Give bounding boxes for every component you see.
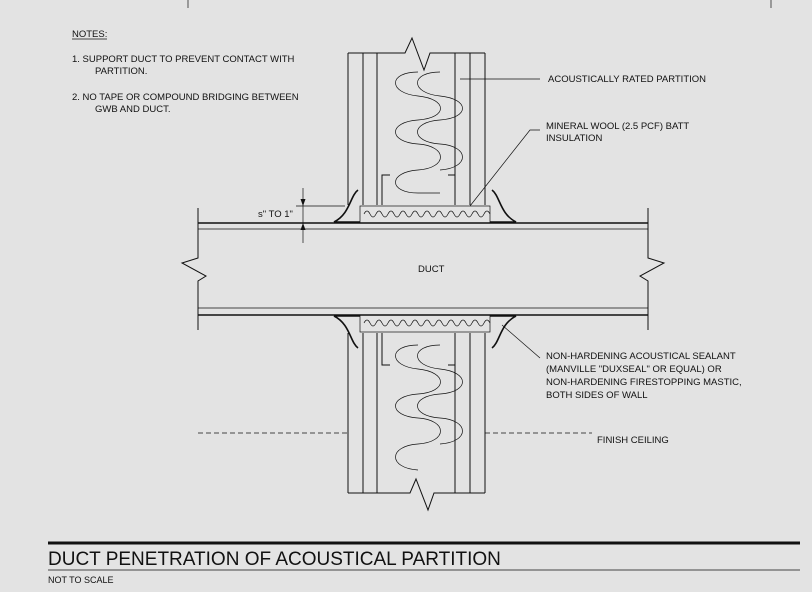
leader-insulation [469, 129, 540, 207]
stud-channel-upper [381, 174, 456, 205]
callout-insulation-line-1: MINERAL WOOL (2.5 PCF) BATT [546, 121, 689, 132]
duct-insulation-bottom [359, 314, 491, 333]
callout-partition: ACOUSTICALLY RATED PARTITION [548, 74, 706, 85]
gap-dimension: s" TO 1" [258, 188, 345, 243]
callout-sealant-line-1: NON-HARDENING ACOUSTICAL SEALANT [546, 351, 736, 362]
note-2-line-1: 2. NO TAPE OR COMPOUND BRIDGING BETWEEN [72, 92, 299, 103]
break-line-bottom [348, 477, 485, 512]
sealant-beads [333, 189, 517, 349]
duct-label: DUCT [418, 264, 445, 275]
notes-block: NOTES: 1. SUPPORT DUCT TO PREVENT CONTAC… [72, 29, 299, 115]
batt-insulation-upper [395, 71, 441, 194]
stud-channel-lower [381, 333, 456, 366]
batt-insulation-lower [395, 344, 441, 471]
callout-sealant-line-3: NON-HARDENING FIRESTOPPING MASTIC, [546, 377, 742, 388]
duct-break-right [639, 208, 666, 330]
duct-insulation-top [359, 205, 491, 224]
duct-break-left [180, 208, 207, 330]
note-2-line-2: GWB AND DUCT. [95, 104, 170, 115]
callout-sealant-line-2: (MANVILLE "DUXSEAL" OR EQUAL) OR [546, 364, 722, 375]
note-1-line-1: 1. SUPPORT DUCT TO PREVENT CONTACT WITH [72, 54, 295, 65]
partition-lower [347, 333, 486, 512]
gap-dimension-label: s" TO 1" [258, 209, 293, 220]
callout-insulation-line-2: INSULATION [546, 133, 602, 144]
callout-sealant-line-4: BOTH SIDES OF WALL [546, 390, 648, 401]
notes-heading: NOTES: [72, 29, 107, 40]
callout-finish-ceiling: FINISH CEILING [597, 435, 669, 446]
drawing-title: DUCT PENETRATION OF ACOUSTICAL PARTITION [48, 549, 501, 570]
leader-sealant [501, 324, 541, 359]
note-1-line-2: PARTITION. [95, 66, 147, 77]
scale-note: NOT TO SCALE [48, 575, 114, 585]
break-line-top [348, 36, 485, 72]
partition-upper [347, 36, 486, 205]
